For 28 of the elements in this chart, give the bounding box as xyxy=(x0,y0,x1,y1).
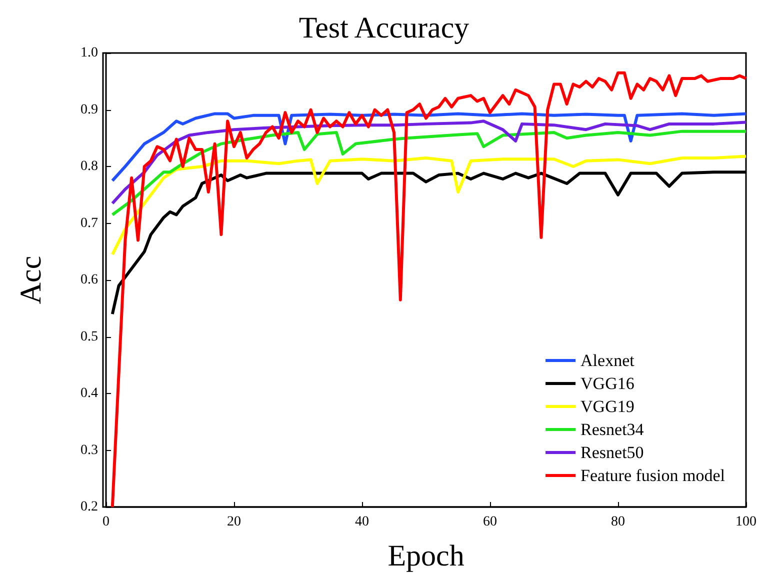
line-series xyxy=(110,154,748,256)
line-series xyxy=(110,130,748,216)
x-tick-label: 60 xyxy=(483,514,497,530)
y-tick-label: 0.3 xyxy=(80,442,98,458)
legend-label: Feature fusion model xyxy=(580,466,726,485)
legend-label: VGG19 xyxy=(580,397,634,416)
legend-label: Resnet50 xyxy=(580,443,644,462)
y-tick-label: 0.9 xyxy=(80,102,98,118)
x-axis-title: Epoch xyxy=(388,540,464,572)
y-tick-label: 1.0 xyxy=(80,46,98,60)
legend-label: Resnet34 xyxy=(580,420,644,439)
y-tick-label: 0.2 xyxy=(80,500,98,514)
y-tick-label: 0.6 xyxy=(80,272,98,288)
x-tick-label: 80 xyxy=(611,514,625,530)
line-series xyxy=(110,71,748,508)
y-axis-title: Acc xyxy=(14,256,48,304)
y-tick-label: 0.5 xyxy=(80,329,98,344)
x-tick-label: 0 xyxy=(102,514,110,530)
y-tick-label: 0.7 xyxy=(80,216,98,231)
x-tick-label: 20 xyxy=(227,514,241,530)
legend-label: VGG16 xyxy=(580,374,634,393)
line-series xyxy=(110,112,748,182)
y-tick-label: 0.4 xyxy=(80,386,98,401)
chart-title: Test Accuracy xyxy=(298,12,470,44)
legend-label: Alexnet xyxy=(580,351,635,370)
x-tick-label: 40 xyxy=(355,514,369,530)
x-tick-label: 100 xyxy=(736,514,756,530)
y-tick-label: 0.8 xyxy=(80,159,98,174)
